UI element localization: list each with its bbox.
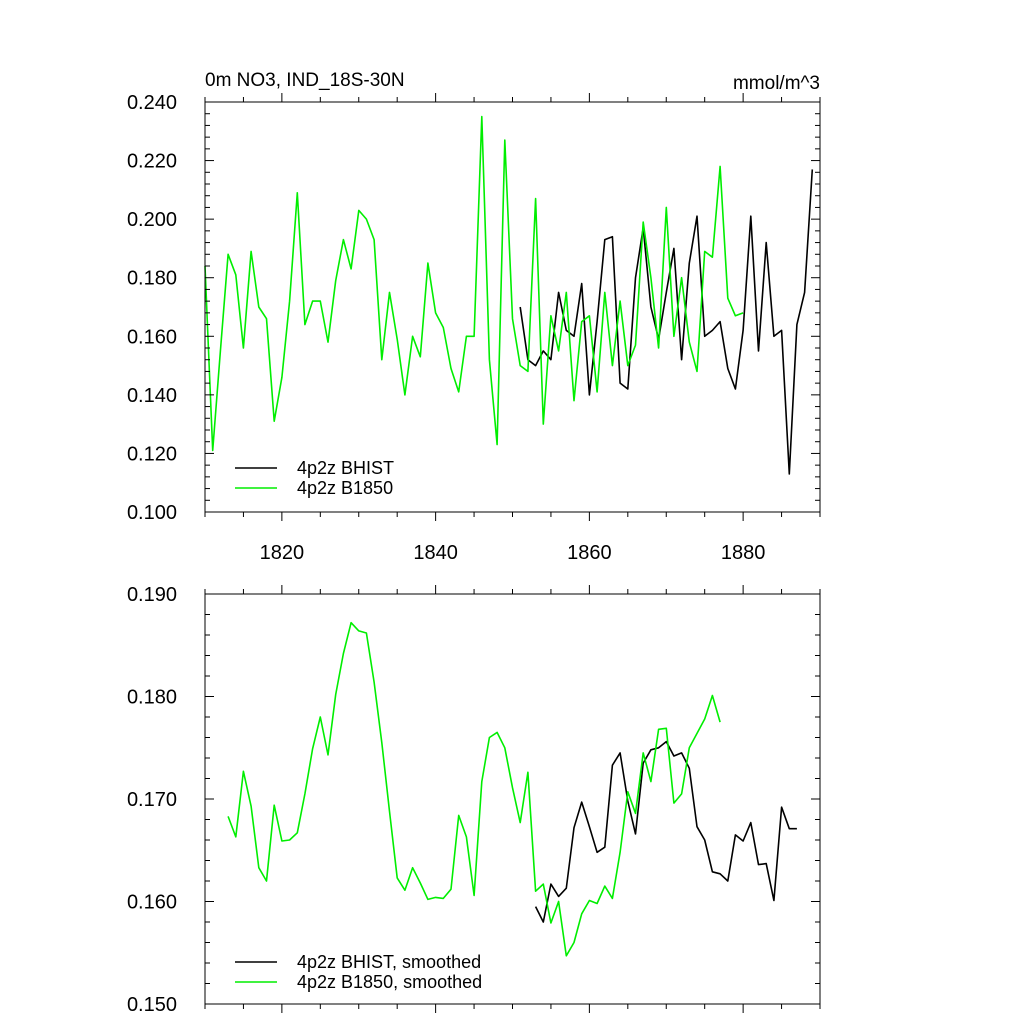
top-ticks: 0.100 0.120 0.140 0.160 0.180 0.200 0.220 0.240… xyxy=(127,92,821,564)
y-tick-label: 0.160 xyxy=(127,892,177,914)
y-tick-label: 0.160 xyxy=(127,326,177,348)
series-line-b1850 xyxy=(227,621,721,957)
top-plot-frame xyxy=(204,101,821,513)
y-tick-label: 0.170 xyxy=(127,789,177,811)
y-tick-label: 0.180 xyxy=(127,687,177,709)
top-series xyxy=(204,115,814,475)
y-tick-label: 0.120 xyxy=(127,443,177,465)
chart-title: 0m NO3, IND_18S-30N xyxy=(205,70,405,91)
series-line-b1850 xyxy=(204,115,744,452)
y-tick-label: 0.240 xyxy=(127,92,177,114)
y-tick-label: 0.150 xyxy=(127,994,177,1016)
y-tick-label: 0.100 xyxy=(127,502,177,524)
legend-label: 4p2z B1850 xyxy=(297,478,393,498)
units-label: mmol/m^3 xyxy=(733,73,820,94)
y-tick-label: 0.180 xyxy=(127,268,177,290)
bottom-plot-frame xyxy=(204,593,821,1005)
bottom-panel: 0.150 0.160 0.170 0.180 0.190 4p2z BHIST, sm… xyxy=(127,584,821,1016)
legend-label: 4p2z BHIST, smoothed xyxy=(297,952,481,972)
y-tick-label: 0.140 xyxy=(127,385,177,407)
y-tick-label: 0.220 xyxy=(127,151,177,173)
legend-label: 4p2z BHIST xyxy=(297,458,394,478)
top-panel: 0m NO3, IND_18S-30N mmol/m^3 0.1000.1200… xyxy=(127,70,821,564)
bottom-ticks: 0.150 0.160 0.170 0.180 0.190 xyxy=(127,584,821,1016)
x-tick-label: 1840 xyxy=(413,542,458,564)
y-tick-label: 0.200 xyxy=(127,209,177,231)
x-tick-label: 1880 xyxy=(721,542,766,564)
x-tick-label: 1820 xyxy=(260,542,305,564)
legend-label: 4p2z B1850, smoothed xyxy=(297,972,482,992)
y-tick-label: 0.190 xyxy=(127,584,177,606)
series-line-bhist xyxy=(534,740,797,923)
x-tick-label: 1860 xyxy=(567,542,612,564)
bottom-series xyxy=(227,621,797,957)
